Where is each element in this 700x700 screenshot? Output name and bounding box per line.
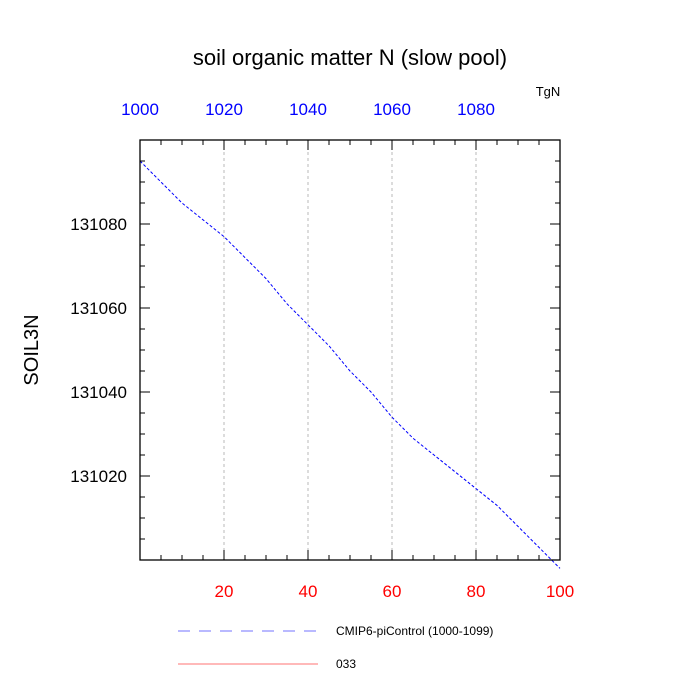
x-tick-label-bottom: 40 xyxy=(299,582,318,601)
legend: CMIP6-piControl (1000-1099) 033 xyxy=(178,624,493,671)
plot-frame xyxy=(139,139,561,561)
x-tick-label-bottom: 100 xyxy=(546,582,574,601)
legend-label: CMIP6-piControl (1000-1099) xyxy=(336,624,493,638)
chart-title: soil organic matter N (slow pool) xyxy=(193,45,507,70)
series-line-0 xyxy=(139,160,561,569)
x-tick-label-bottom: 80 xyxy=(467,582,486,601)
y-tick-label: 131080 xyxy=(70,215,127,234)
x-tick-label-bottom: 20 xyxy=(215,582,234,601)
x-tick-label-bottom: 60 xyxy=(383,582,402,601)
y-tick-label: 131060 xyxy=(70,299,127,318)
x-tick-label-top: 1040 xyxy=(289,100,327,119)
y-tick-label: 131040 xyxy=(70,383,127,402)
y-axis-label: SOIL3N xyxy=(21,314,43,385)
plot-series xyxy=(139,160,561,569)
x-tick-label-top: 1060 xyxy=(373,100,411,119)
x-tick-label-top: 1000 xyxy=(121,100,159,119)
axis-tick-labels: 20 40 60 80 100 1000 1020 1040 1060 1080 131020 131… xyxy=(70,100,574,601)
x-tick-label-top: 1080 xyxy=(457,100,495,119)
axis-ticks xyxy=(139,139,561,561)
legend-label: 033 xyxy=(336,657,356,671)
gridlines xyxy=(223,140,477,560)
units-label: TgN xyxy=(536,84,561,99)
x-tick-label-top: 1020 xyxy=(205,100,243,119)
y-tick-label: 131020 xyxy=(70,467,127,486)
